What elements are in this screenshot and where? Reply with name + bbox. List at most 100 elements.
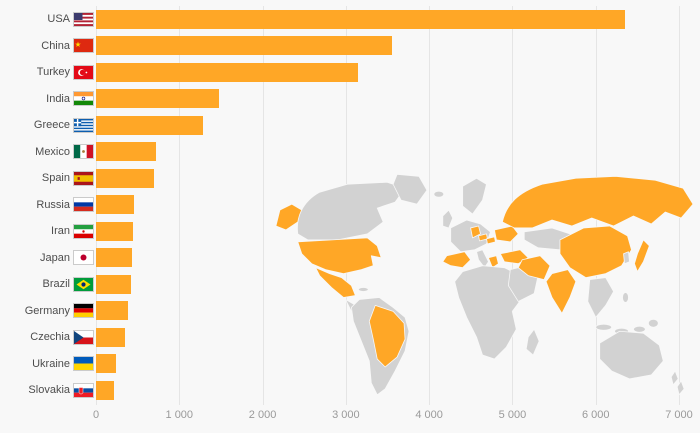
bar-usa[interactable] xyxy=(96,9,625,29)
flag-ukraine-icon xyxy=(73,356,94,372)
bar-india[interactable] xyxy=(96,89,220,109)
map-spain xyxy=(442,251,471,269)
map-new-guinea xyxy=(647,318,659,328)
bar-row-greece: Greece xyxy=(0,112,700,139)
map-russia xyxy=(501,175,694,229)
flag-japan-icon xyxy=(73,250,94,266)
map-iran xyxy=(517,255,551,280)
flag-czechia-icon xyxy=(73,329,94,345)
map-indonesia-1 xyxy=(595,323,613,331)
country-label-usa: USA xyxy=(47,13,70,26)
bar-spain[interactable] xyxy=(96,168,154,188)
x-axis-tick-label: 0 xyxy=(92,409,100,421)
bar-turkey[interactable] xyxy=(96,62,359,82)
bar-ukraine[interactable] xyxy=(96,354,116,374)
x-axis-tick-label: 7 000 xyxy=(665,409,693,421)
country-label-germany: Germany xyxy=(24,304,70,317)
bar-greece[interactable] xyxy=(96,115,203,135)
map-madagascar xyxy=(525,328,540,356)
map-germany xyxy=(470,225,481,239)
country-label-china: China xyxy=(41,39,70,52)
country-label-japan: Japan xyxy=(40,251,70,264)
map-slovakia xyxy=(486,236,496,245)
bar-row-usa: USA xyxy=(0,6,700,33)
bar-mexico[interactable] xyxy=(96,142,156,162)
country-label-india: India xyxy=(46,92,70,105)
world-map xyxy=(275,173,694,396)
map-uk xyxy=(442,209,454,229)
x-axis-tick-label: 3 000 xyxy=(332,409,360,421)
country-label-brazil: Brazil xyxy=(42,278,70,291)
map-italy xyxy=(476,249,489,269)
bar-russia[interactable] xyxy=(96,195,135,215)
country-label-spain: Spain xyxy=(41,172,70,185)
map-australia xyxy=(599,330,664,380)
bar-row-japan: Japan xyxy=(0,245,700,272)
bar-row-russia: Russia xyxy=(0,192,700,219)
bar-china[interactable] xyxy=(96,36,392,56)
gridline xyxy=(262,6,264,405)
flag-slovakia-icon xyxy=(73,382,94,398)
map-indonesia-3 xyxy=(633,325,646,333)
gridline xyxy=(179,6,181,405)
country-label-slovakia: Slovakia xyxy=(28,384,70,397)
bar-row-germany: Germany xyxy=(0,298,700,325)
country-label-ukraine: Ukraine xyxy=(32,357,70,370)
map-usa xyxy=(297,237,382,275)
map-philippines xyxy=(622,292,629,303)
map-brazil xyxy=(368,305,406,368)
map-greenland xyxy=(392,173,428,205)
bar-rows: USA China Turkey India Greece Mexico Spain Russ… xyxy=(0,6,700,404)
country-label-russia: Russia xyxy=(36,198,70,211)
country-label-turkey: Turkey xyxy=(36,66,70,79)
map-ukraine xyxy=(494,225,519,243)
bar-row-china: China xyxy=(0,33,700,60)
bar-row-india: India xyxy=(0,86,700,113)
map-new-zealand-1 xyxy=(670,370,679,386)
flag-mexico-icon xyxy=(73,144,94,160)
x-axis-tick-label: 6 000 xyxy=(581,409,610,421)
flag-turkey-icon xyxy=(73,64,94,80)
map-caribbean xyxy=(357,287,369,292)
bar-iran[interactable] xyxy=(96,221,134,241)
map-southeast-asia xyxy=(587,277,614,318)
bar-row-brazil: Brazil xyxy=(0,271,700,298)
bar-brazil[interactable] xyxy=(96,274,131,294)
bar-japan[interactable] xyxy=(96,248,133,268)
map-iceland xyxy=(433,190,445,198)
bar-row-czechia: Czechia xyxy=(0,324,700,351)
bar-row-mexico: Mexico xyxy=(0,139,700,166)
bar-row-iran: Iran xyxy=(0,218,700,245)
flag-brazil-icon xyxy=(73,276,94,292)
x-axis: 0 1 000 2 000 3 000 4 000 5 000 6 000 7 000 xyxy=(0,409,700,425)
x-axis-tick-label: 1 000 xyxy=(165,409,194,421)
flag-greece-icon xyxy=(73,117,94,133)
flag-spain-icon xyxy=(73,170,94,186)
map-europe xyxy=(450,219,491,253)
x-axis-tick-label: 5 000 xyxy=(498,409,527,421)
bar-germany[interactable] xyxy=(96,301,129,321)
flag-usa-icon xyxy=(73,11,94,27)
flag-germany-icon xyxy=(73,303,94,319)
bar-row-turkey: Turkey xyxy=(0,59,700,86)
flag-india-icon xyxy=(73,91,94,107)
flag-iran-icon xyxy=(73,223,94,239)
bar-slovakia[interactable] xyxy=(96,380,114,400)
gridline xyxy=(429,6,431,405)
x-axis-tick-label: 2 000 xyxy=(248,409,277,421)
map-india xyxy=(545,269,577,314)
bar-row-slovakia: Slovakia xyxy=(0,377,700,404)
flag-china-icon xyxy=(73,38,94,54)
map-canada xyxy=(297,181,406,241)
map-new-zealand-2 xyxy=(676,380,685,396)
bar-row-spain: Spain xyxy=(0,165,700,192)
bar-czechia[interactable] xyxy=(96,327,126,347)
map-china xyxy=(559,225,632,278)
country-label-greece: Greece xyxy=(33,119,70,132)
bar-row-ukraine: Ukraine xyxy=(0,351,700,378)
map-korea xyxy=(623,251,630,265)
x-axis-tick-label: 4 000 xyxy=(415,409,443,421)
map-greece xyxy=(488,255,499,269)
map-scandinavia xyxy=(462,177,487,215)
